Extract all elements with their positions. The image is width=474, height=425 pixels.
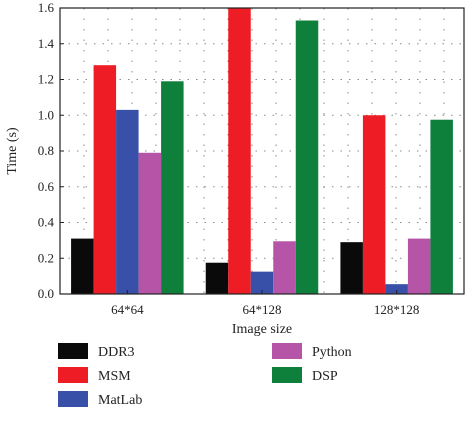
y-tick-label: 0.8 — [38, 143, 54, 158]
bar-matlab-1 — [116, 109, 139, 294]
y-tick-label: 0.4 — [38, 215, 55, 230]
legend-label-dsp: DSP — [312, 369, 338, 384]
legend-label-matlab: MatLab — [98, 393, 142, 408]
bar-dsp-2 — [295, 20, 319, 294]
y-axis-ticks: 0.0 0.2 0.4 0.6 0.8 1.0 1.2 1.4 1.6 — [38, 0, 64, 301]
y-tick-label: 1.4 — [38, 36, 55, 51]
bar-python-1 — [138, 152, 162, 294]
y-tick-label: 1.6 — [38, 0, 55, 15]
bar-msm-2 — [228, 8, 251, 294]
y-tick-label: 0.2 — [38, 250, 54, 265]
x-tick-label: 64*64 — [111, 302, 144, 317]
legend-swatch-python — [272, 343, 302, 359]
x-axis-ticks: 64*64 64*128 128*128 — [111, 290, 419, 317]
legend-swatch-matlab — [58, 391, 88, 407]
bar-msm-1 — [93, 65, 117, 294]
legend-label-msm: MSM — [98, 369, 131, 384]
bar-python-3 — [407, 238, 431, 294]
bar-python-2 — [273, 241, 296, 294]
bar-dsp-3 — [430, 119, 453, 294]
x-axis-label: Image size — [232, 322, 292, 337]
y-axis-label: Time (s) — [5, 127, 20, 175]
legend-swatch-ddr3 — [58, 343, 88, 359]
bar-msm-3 — [362, 115, 386, 294]
bar-ddr3-1 — [71, 238, 94, 294]
legend: DDR3 MSM MatLab Python DSP — [58, 343, 352, 408]
legend-swatch-msm — [58, 367, 88, 383]
y-tick-label: 1.2 — [38, 72, 54, 87]
y-tick-label: 1.0 — [38, 107, 54, 122]
y-tick-label: 0.0 — [38, 286, 54, 301]
bar-ddr3-2 — [205, 262, 229, 294]
bar-matlab-2 — [250, 271, 274, 294]
legend-label-ddr3: DDR3 — [98, 345, 135, 360]
bars — [71, 8, 453, 294]
bar-ddr3-3 — [340, 242, 363, 294]
x-tick-label: 128*128 — [374, 302, 420, 317]
y-tick-label: 0.6 — [38, 179, 55, 194]
legend-swatch-dsp — [272, 367, 302, 383]
bar-dsp-1 — [161, 81, 184, 294]
bar-matlab-3 — [385, 284, 408, 294]
legend-label-python: Python — [312, 345, 352, 360]
x-tick-label: 64*128 — [243, 302, 282, 317]
